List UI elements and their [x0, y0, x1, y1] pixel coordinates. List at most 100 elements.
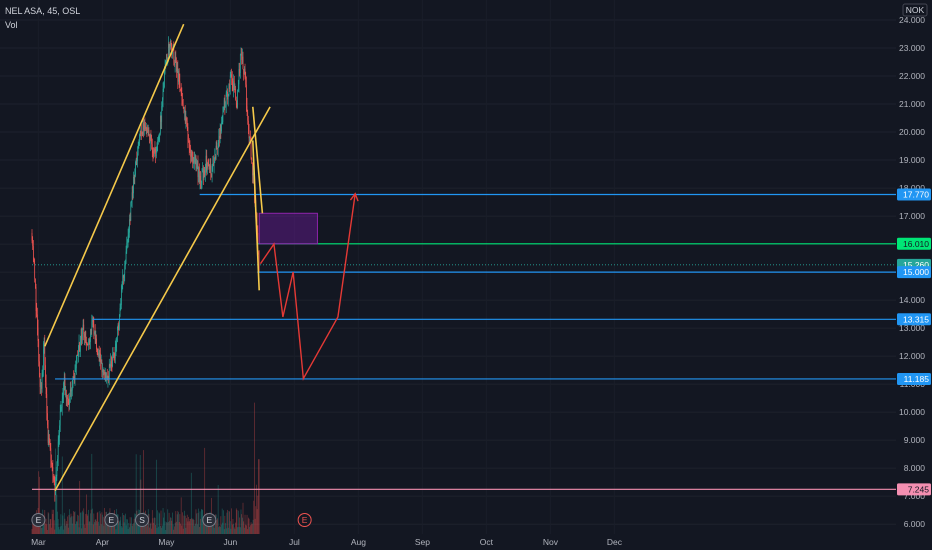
event-marker-E[interactable]: E — [104, 513, 119, 527]
trendlines[interactable] — [44, 23, 271, 491]
currency-button[interactable]: NOK — [902, 3, 928, 17]
volume-bar — [244, 514, 246, 534]
candle-body — [131, 192, 133, 202]
x-tick-label: Oct — [480, 537, 494, 547]
volume-bar — [131, 525, 133, 534]
volume-bar — [80, 512, 82, 534]
candle-body — [207, 163, 209, 165]
volume-bar — [121, 527, 123, 534]
volume-bar — [248, 517, 249, 534]
volume-bar — [82, 512, 84, 534]
volume-bar — [229, 511, 230, 534]
candle-body — [63, 377, 65, 383]
candle-body — [186, 120, 188, 128]
volume-bar — [233, 527, 235, 534]
price-badge-label: 7.245 — [908, 484, 930, 494]
candle-body — [80, 338, 81, 352]
trendline-4[interactable] — [252, 106, 264, 214]
candle-body — [180, 89, 181, 91]
volume-bar — [155, 459, 157, 534]
candle-body — [94, 331, 95, 335]
price-badge-label: 15.260 — [903, 260, 929, 270]
volume-bar — [131, 517, 132, 534]
candle-body — [213, 163, 214, 166]
volume-bar — [39, 520, 41, 534]
volume-bar — [135, 454, 137, 534]
candle-body — [37, 314, 38, 328]
event-marker-E[interactable]: E — [297, 513, 312, 527]
volume-bar — [71, 516, 72, 534]
supply-zone-rect[interactable] — [258, 212, 318, 245]
candle-body — [104, 373, 106, 375]
candle-body — [91, 321, 93, 331]
trendline-3[interactable] — [252, 140, 260, 291]
candle-body — [92, 318, 94, 326]
event-marker-E[interactable]: E — [31, 513, 46, 527]
candle-body — [117, 324, 119, 330]
candle-body — [96, 338, 97, 350]
trendline-2[interactable] — [54, 106, 271, 491]
symbol-title[interactable]: NEL ASA, 45, OSL — [5, 6, 80, 16]
y-tick-label: 17.000 — [899, 211, 925, 221]
volume-bar — [248, 518, 250, 534]
volume-bar — [66, 523, 68, 534]
candle-body — [180, 89, 182, 94]
candle-body — [195, 156, 197, 169]
candle-body — [37, 327, 39, 342]
x-tick-label: Dec — [607, 537, 623, 547]
volume-bar — [226, 512, 228, 534]
volume-bar — [176, 521, 177, 534]
candle-body — [86, 344, 88, 345]
projection-path[interactable] — [259, 192, 359, 381]
candle-body — [35, 287, 37, 311]
candle-body — [209, 164, 210, 170]
candle-body — [235, 99, 237, 103]
volume-bar — [201, 509, 203, 534]
candle-body — [194, 156, 196, 158]
event-marker-S[interactable]: S — [135, 513, 150, 527]
volume-bar — [106, 517, 108, 534]
trendline-1[interactable] — [44, 23, 185, 347]
volume-label[interactable]: Vol — [5, 20, 18, 30]
candle-body — [157, 140, 159, 147]
supply-zone[interactable] — [258, 212, 318, 245]
volume-bar — [194, 523, 196, 534]
candle-body — [45, 365, 46, 382]
candle-body — [176, 67, 178, 72]
candle-body — [219, 129, 221, 139]
volume-bar — [239, 517, 240, 534]
candle-body — [178, 71, 179, 82]
volume-bar — [103, 525, 105, 534]
volume-bar — [50, 519, 52, 534]
event-marker-E[interactable]: E — [202, 513, 217, 527]
volume-bar — [205, 522, 207, 534]
volume-bar — [233, 523, 234, 534]
horizontal-levels[interactable] — [32, 193, 896, 490]
candle-body — [210, 165, 212, 175]
price-badge-15.000: 15.000 — [897, 266, 931, 279]
volume-bar — [32, 519, 34, 534]
candle-body — [170, 40, 171, 47]
candle-body — [258, 254, 260, 266]
candle-body — [201, 172, 203, 184]
candle-body — [166, 54, 168, 59]
candle-body — [155, 152, 157, 157]
volume-bar — [48, 513, 50, 534]
candle-body — [226, 92, 228, 93]
volume-bar — [43, 517, 44, 534]
candle-body — [192, 156, 193, 161]
volume-bar — [110, 519, 111, 534]
volume-bar — [41, 527, 42, 534]
candle-body — [110, 361, 112, 366]
candle-body — [64, 377, 66, 396]
volume-bar — [126, 519, 128, 534]
volume-bar — [94, 522, 95, 534]
volume-bar — [41, 527, 43, 534]
projection-line[interactable] — [259, 193, 356, 381]
candle-body — [229, 76, 231, 89]
volume-bar — [51, 509, 53, 534]
candle-body — [130, 202, 132, 221]
